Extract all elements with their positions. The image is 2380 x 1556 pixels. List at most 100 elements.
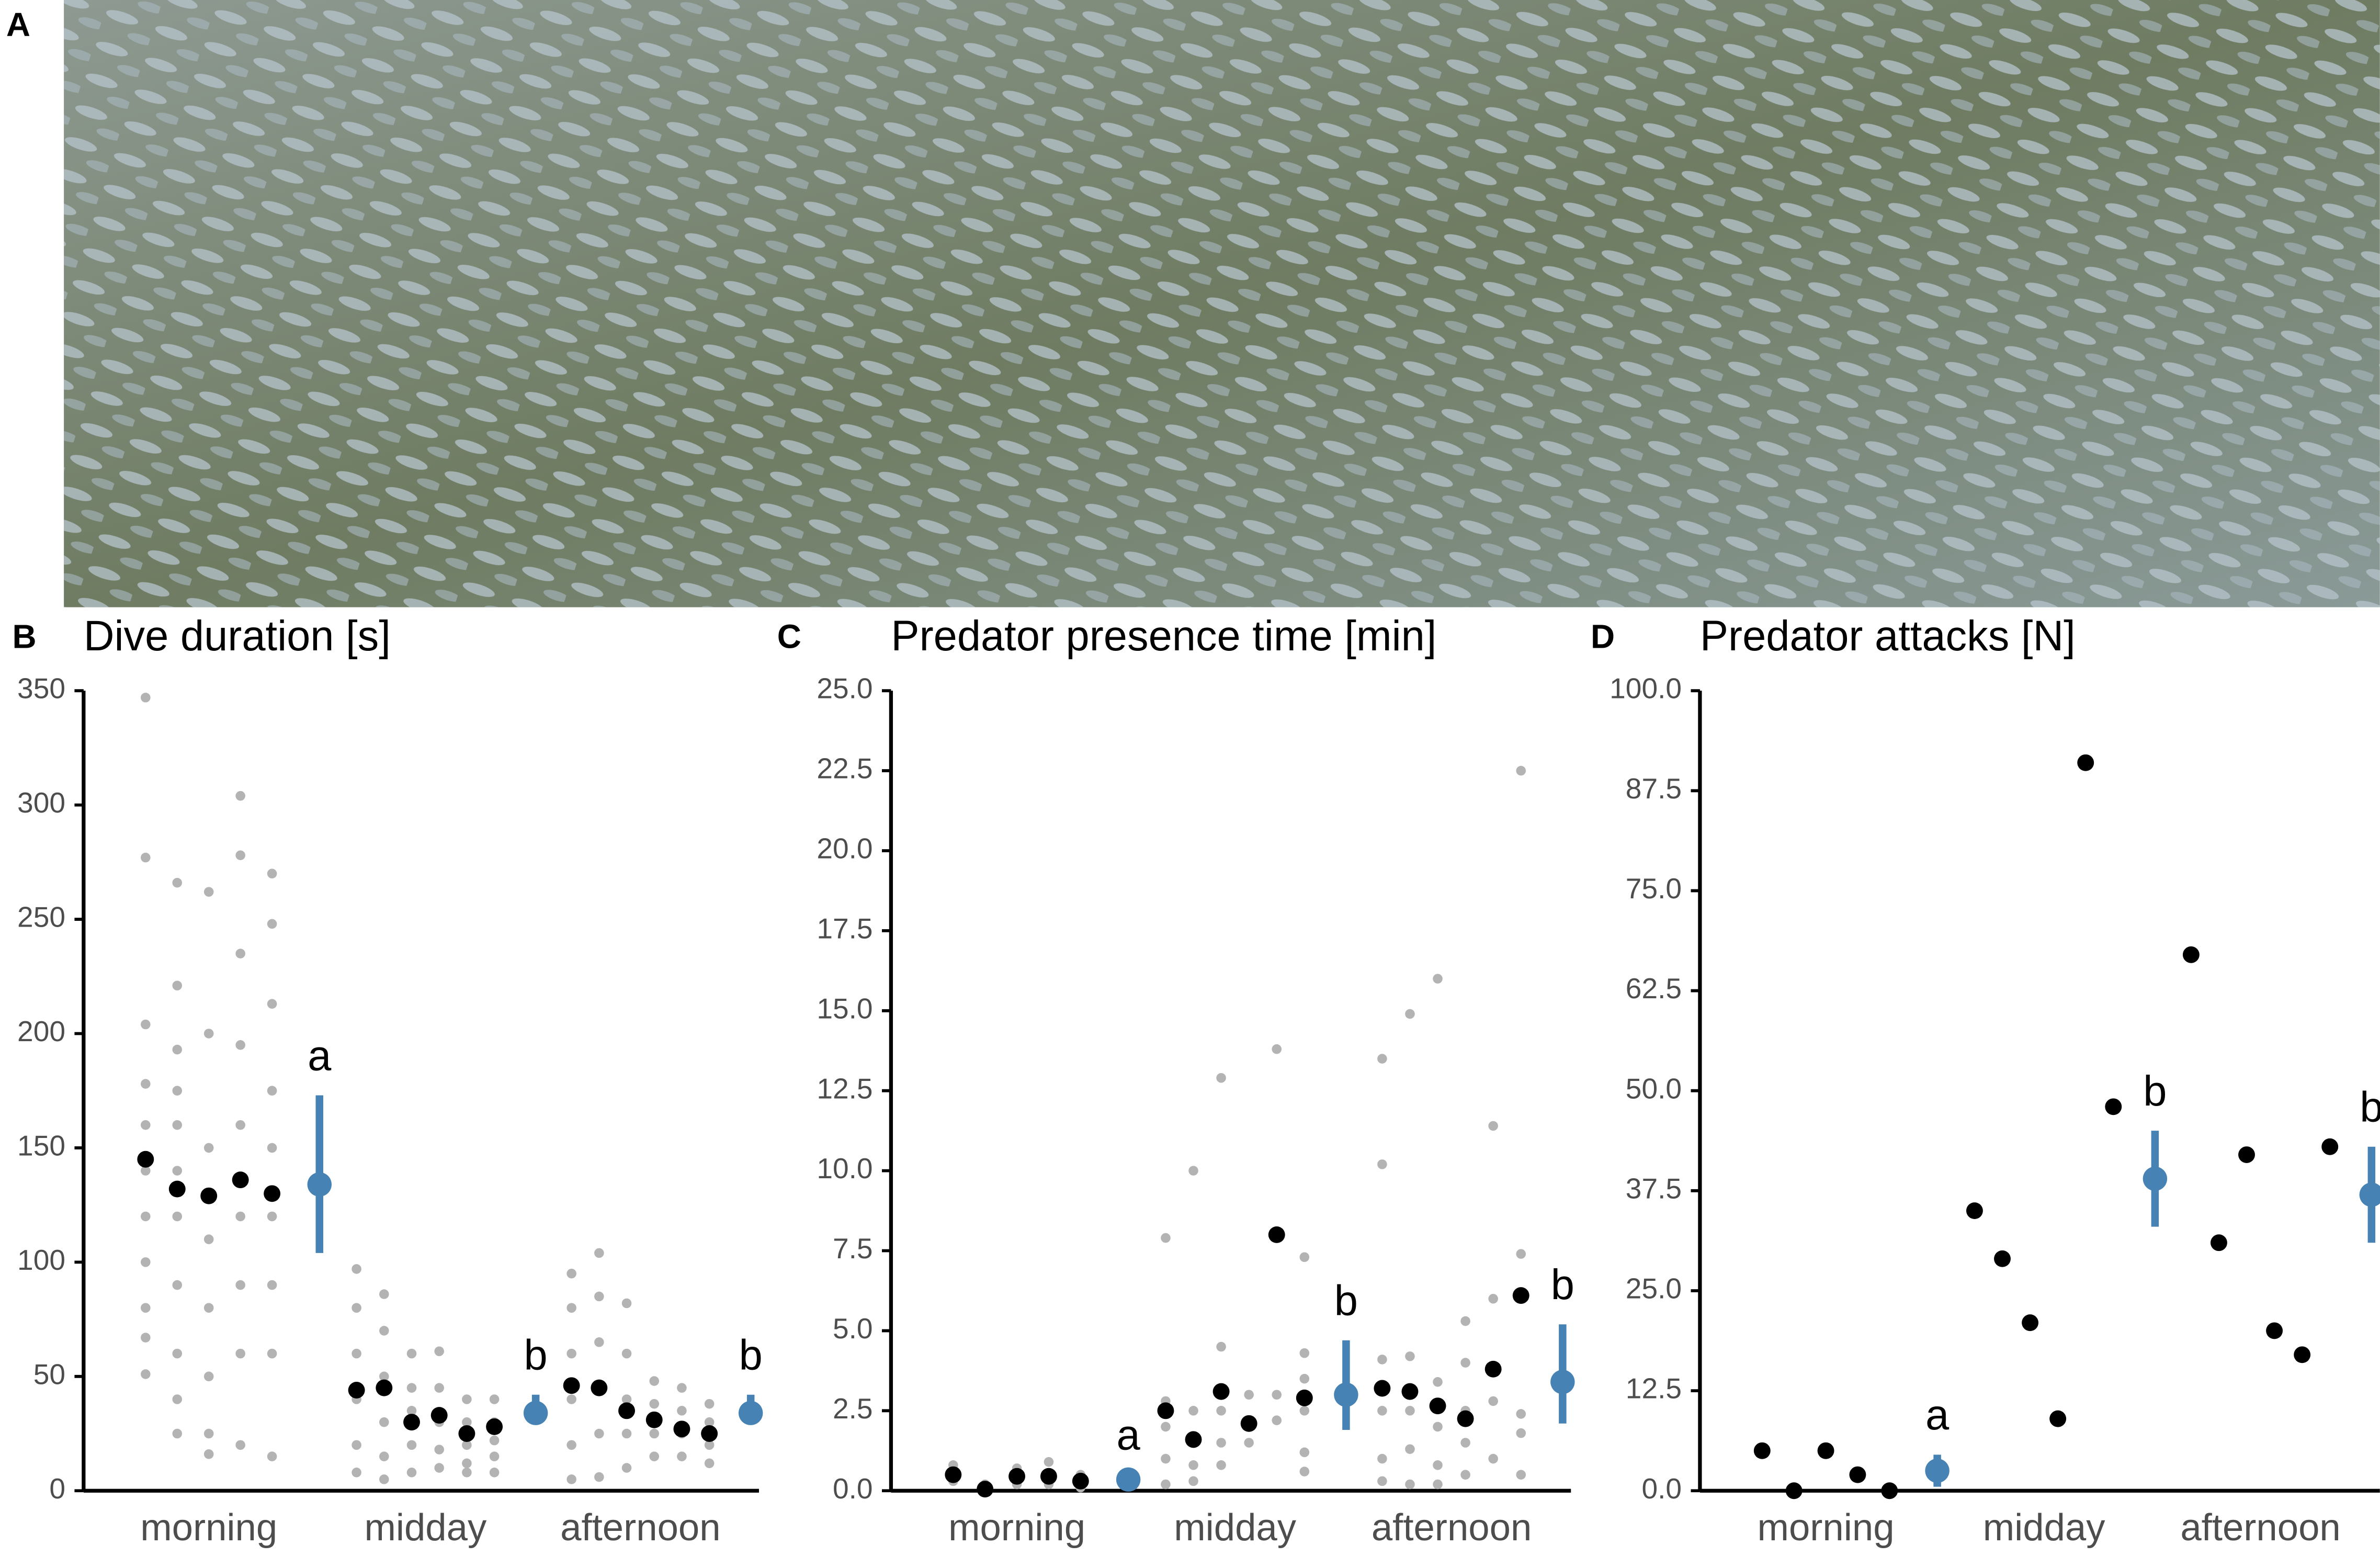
raw-point bbox=[379, 1289, 389, 1299]
raw-point bbox=[704, 1399, 715, 1409]
y-tick-label: 0 bbox=[49, 1472, 65, 1505]
group-mean bbox=[1881, 1482, 1898, 1499]
raw-point bbox=[141, 1333, 151, 1343]
raw-point bbox=[621, 1394, 632, 1404]
group-mean bbox=[1849, 1466, 1866, 1483]
group-mean bbox=[486, 1418, 503, 1435]
raw-point bbox=[1488, 1453, 1498, 1464]
group-mean bbox=[1484, 1360, 1502, 1378]
raw-point bbox=[462, 1394, 472, 1404]
raw-point bbox=[1161, 1479, 1171, 1490]
summary-point bbox=[1550, 1370, 1575, 1394]
raw-point bbox=[352, 1440, 361, 1450]
raw-point bbox=[379, 1417, 389, 1427]
raw-point bbox=[1272, 1415, 1282, 1425]
raw-point bbox=[1488, 1396, 1498, 1406]
raw-point bbox=[1216, 1073, 1226, 1083]
raw-point bbox=[267, 1143, 277, 1153]
raw-point bbox=[1460, 1470, 1470, 1480]
raw-point bbox=[141, 1211, 151, 1222]
raw-point bbox=[1433, 1422, 1443, 1432]
group-mean bbox=[458, 1425, 475, 1442]
raw-point bbox=[172, 980, 183, 991]
raw-point bbox=[704, 1440, 715, 1450]
raw-point bbox=[1216, 1438, 1226, 1448]
raw-point bbox=[172, 1166, 183, 1176]
raw-point bbox=[203, 887, 214, 897]
raw-point bbox=[1188, 1166, 1198, 1176]
raw-point bbox=[203, 1234, 214, 1244]
raw-point bbox=[1460, 1438, 1470, 1448]
raw-point bbox=[1516, 765, 1526, 776]
raw-point bbox=[462, 1468, 472, 1478]
y-tick-label: 50 bbox=[33, 1358, 65, 1390]
raw-point bbox=[489, 1451, 500, 1461]
raw-point bbox=[406, 1348, 417, 1359]
raw-point bbox=[235, 949, 245, 959]
raw-point bbox=[649, 1376, 660, 1386]
significance-letter: b bbox=[1551, 1261, 1574, 1309]
group-mean bbox=[1753, 1442, 1771, 1459]
group-mean bbox=[1457, 1410, 1474, 1427]
raw-point bbox=[172, 1280, 183, 1290]
raw-point bbox=[566, 1440, 576, 1450]
raw-point bbox=[267, 1086, 277, 1096]
photo-texture bbox=[64, 0, 2380, 607]
summary-point bbox=[2143, 1166, 2168, 1191]
group-mean bbox=[1072, 1472, 1089, 1490]
raw-point bbox=[172, 1428, 183, 1439]
panel-label: C bbox=[777, 617, 801, 655]
group-mean bbox=[430, 1407, 448, 1424]
raw-point bbox=[621, 1463, 632, 1473]
raw-point bbox=[235, 1280, 245, 1290]
raw-point bbox=[1161, 1233, 1171, 1243]
raw-point bbox=[406, 1440, 417, 1450]
y-tick-label: 25.0 bbox=[1626, 1272, 1682, 1305]
group-mean bbox=[1296, 1389, 1313, 1406]
group-mean bbox=[2077, 754, 2094, 771]
raw-point bbox=[1405, 1009, 1415, 1019]
raw-point bbox=[566, 1268, 576, 1279]
raw-point bbox=[235, 791, 245, 801]
group-mean bbox=[376, 1379, 393, 1396]
raw-point bbox=[621, 1348, 632, 1359]
raw-point bbox=[141, 692, 151, 703]
raw-point bbox=[379, 1474, 389, 1484]
raw-point bbox=[1377, 1054, 1387, 1064]
raw-point bbox=[1488, 1293, 1498, 1304]
raw-point bbox=[1216, 1460, 1226, 1470]
raw-point bbox=[1377, 1355, 1387, 1365]
raw-point bbox=[649, 1451, 660, 1461]
group-mean bbox=[618, 1402, 635, 1419]
group-mean bbox=[200, 1187, 218, 1204]
group-mean bbox=[645, 1411, 663, 1428]
raw-point bbox=[267, 999, 277, 1009]
group-mean bbox=[2294, 1346, 2311, 1363]
panel-label: D bbox=[1591, 617, 1615, 655]
raw-point bbox=[1516, 1428, 1526, 1438]
group-mean bbox=[2022, 1314, 2039, 1332]
group-mean bbox=[563, 1377, 580, 1394]
raw-point bbox=[141, 1079, 151, 1089]
raw-point bbox=[594, 1337, 604, 1347]
raw-point bbox=[1216, 1406, 1226, 1416]
raw-point bbox=[406, 1406, 417, 1416]
raw-point bbox=[352, 1468, 361, 1478]
y-tick-label: 17.5 bbox=[817, 912, 872, 944]
raw-point bbox=[267, 1211, 277, 1222]
raw-point bbox=[434, 1383, 444, 1393]
y-tick-label: 22.5 bbox=[817, 752, 872, 785]
raw-point bbox=[172, 1086, 183, 1096]
raw-point bbox=[566, 1394, 576, 1404]
group-mean bbox=[1040, 1468, 1057, 1485]
y-tick-label: 100 bbox=[17, 1244, 65, 1276]
raw-point bbox=[677, 1451, 687, 1461]
y-tick-label: 37.5 bbox=[1626, 1172, 1682, 1204]
summary-point bbox=[1116, 1467, 1141, 1492]
significance-letter: a bbox=[308, 1032, 332, 1079]
summary-point bbox=[738, 1401, 763, 1425]
raw-point bbox=[1516, 1470, 1526, 1480]
group-mean bbox=[945, 1466, 962, 1483]
group-mean bbox=[2238, 1146, 2255, 1163]
